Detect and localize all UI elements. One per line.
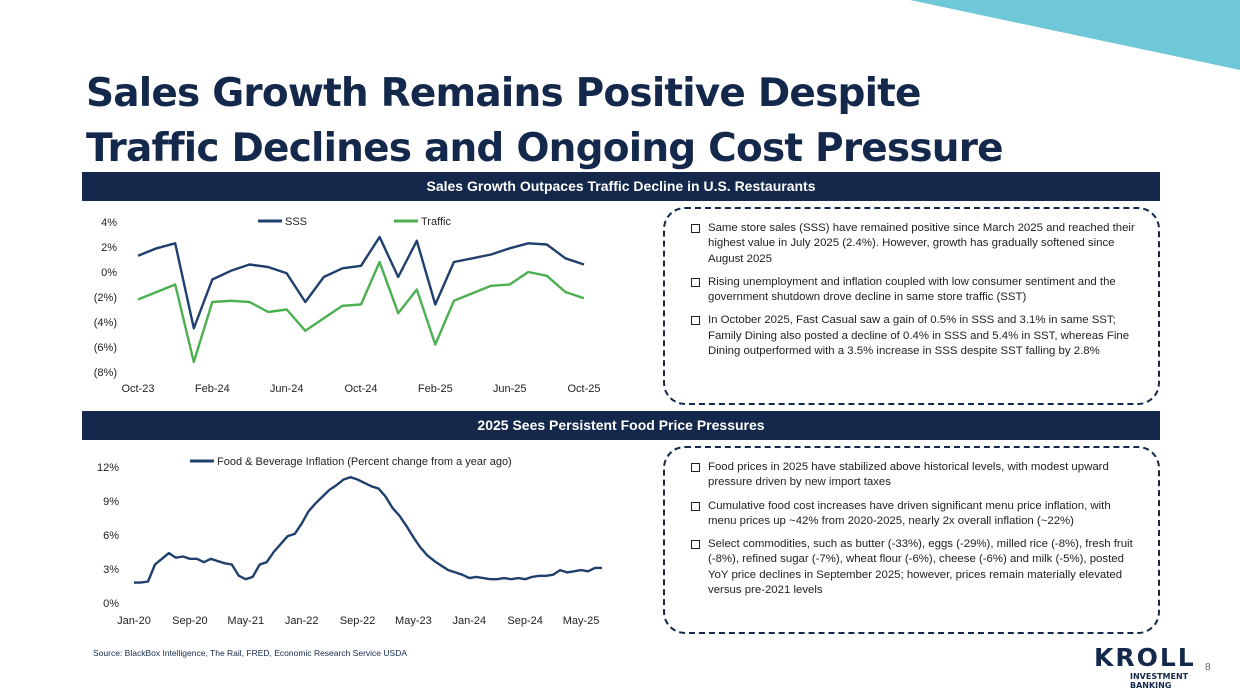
logo-subtitle-1: INVESTMENT [1130,672,1189,681]
series-line-sss [137,235,585,330]
y-tick-label: (8%) [94,367,117,379]
y-tick-label: 2% [101,242,117,254]
food-note-bullet-3: Select commodities, such as butter (-33%… [691,537,1138,598]
sales-note-bullet-1: Same store sales (SSS) have remained pos… [691,221,1138,267]
page-number: 8 [1205,662,1211,673]
legend-label: Food & Beverage Inflation (Percent chang… [217,456,512,468]
y-tick-label: 6% [103,530,119,542]
x-tick-label: Feb-25 [418,383,453,395]
x-tick-label: Jan-24 [452,615,486,627]
checkbox-square-icon [691,540,700,550]
sales-note-bullet-text: In October 2025, Fast Casual saw a gain … [708,314,1130,358]
page-title-line-2: Traffic Declines and Ongoing Cost Pressu… [86,126,1004,171]
checkbox-square-icon [691,463,700,472]
food-note-bullet-text: Cumulative food cost increases have driv… [708,499,1111,527]
food-note-bullet-text: Food prices in 2025 have stabilized abov… [708,461,1109,489]
logo-wordmark: KROLL [1094,643,1196,672]
food-notes-list: Food prices in 2025 have stabilized abov… [691,460,1138,598]
sales-note-bullet-3: In October 2025, Fast Casual saw a gain … [691,313,1138,359]
y-tick-label: 0% [103,598,119,610]
x-tick-label: Jan-22 [285,615,319,627]
kroll-logo: KROLL INVESTMENT BANKING [1094,645,1204,690]
y-tick-label: 12% [97,462,119,474]
corner-accent-shape [910,0,1240,70]
x-tick-label: May-25 [563,615,600,627]
x-tick-label: Sep-22 [340,615,375,627]
series-line-food [134,476,602,584]
y-tick-label: (2%) [94,292,117,304]
x-tick-label: Sep-20 [172,615,207,627]
sales-note-bullet-2: Rising unemployment and inflation couple… [691,275,1138,306]
sales-note-bullet-text: Same store sales (SSS) have remained pos… [708,222,1135,265]
sales-notes-box: Same store sales (SSS) have remained pos… [663,207,1160,405]
section-header-food-prices: 2025 Sees Persistent Food Price Pressure… [82,411,1160,440]
x-tick-label: Sep-24 [507,615,542,627]
food-note-bullet-2: Cumulative food cost increases have driv… [691,499,1138,530]
checkbox-square-icon [691,501,700,511]
y-tick-label: 0% [101,267,117,279]
x-tick-label: Jun-25 [493,383,527,395]
section-header-sales-growth: Sales Growth Outpaces Traffic Decline in… [82,172,1160,201]
x-tick-label: May-21 [227,615,264,627]
logo-subtitle-2: BANKING [1130,681,1172,690]
checkbox-square-icon [691,277,700,287]
food-inflation-chart: 12% 9% 6% 3% 0% Jan-20 Sep-20 May-21 Jan-22 Sep-2… [97,456,602,627]
x-tick-label: Jan-20 [117,615,151,627]
page-title: Sales Growth Remains Positive Despite Tr… [86,66,1046,176]
checkbox-square-icon [691,316,700,326]
x-tick-label: Oct-25 [567,383,600,395]
y-tick-label: (4%) [94,317,117,329]
sales-notes-list: Same store sales (SSS) have remained pos… [691,221,1138,359]
source-note: Source: BlackBox Intelligence, The Rail,… [93,648,407,658]
page-title-line-1: Sales Growth Remains Positive Despite [86,71,921,116]
sss-traffic-chart: 4% 2% 0% (2%) (4%) (6%) (8%) Oct-23 Feb-24 Jun-24… [94,216,601,395]
x-tick-label: Jun-24 [270,383,304,395]
legend-label: SSS [285,216,307,228]
y-tick-label: (6%) [94,342,117,354]
x-tick-label: Oct-23 [121,383,154,395]
series-line-traffic [137,260,585,364]
food-note-bullet-text: Select commodities, such as butter (-33%… [708,538,1133,597]
y-tick-label: 3% [103,564,119,576]
food-note-bullet-1: Food prices in 2025 have stabilized abov… [691,460,1138,491]
sales-note-bullet-text: Rising unemployment and inflation couple… [708,275,1116,304]
y-tick-label: 9% [103,496,119,508]
y-tick-label: 4% [101,217,117,229]
food-notes-box: Food prices in 2025 have stabilized abov… [663,446,1160,634]
corner-accent-polygon [910,0,1240,70]
x-tick-label: Feb-24 [195,383,230,395]
x-tick-label: Oct-24 [344,383,377,395]
checkbox-square-icon [691,224,700,233]
legend-label: Traffic [421,216,451,228]
x-tick-label: May-23 [395,615,432,627]
